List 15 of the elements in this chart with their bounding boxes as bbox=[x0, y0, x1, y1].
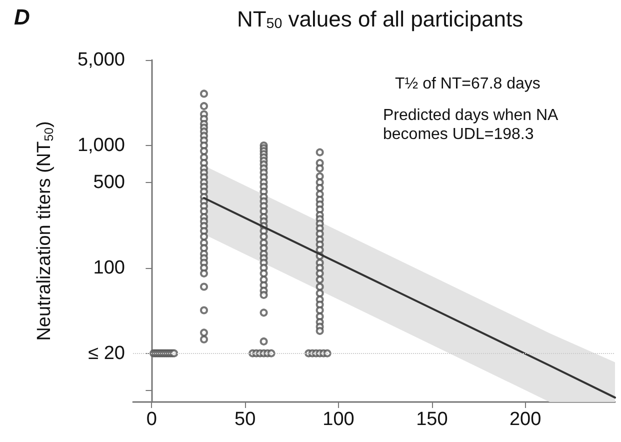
y-tick-label: 100 bbox=[93, 257, 125, 278]
y-tick-label: 1,000 bbox=[77, 135, 125, 156]
x-tick-label: 50 bbox=[234, 409, 256, 430]
x-tick-label: 200 bbox=[509, 409, 542, 430]
text: D bbox=[14, 4, 30, 30]
chart-title: NT50 values of all participants bbox=[236, 6, 524, 32]
y-tick-label: ≤ 20 bbox=[88, 342, 125, 364]
y-tick-label: 5,000 bbox=[77, 50, 125, 70]
y-tick-label: 500 bbox=[93, 172, 125, 193]
annotation: Predicted days when NA becomes UDL=198.3 bbox=[383, 107, 562, 143]
x-tick-label: 150 bbox=[416, 409, 448, 430]
annotation: T½ of NT=67.8 days bbox=[395, 76, 540, 92]
y-axis-title: Neutralization titers (NT50) bbox=[34, 121, 56, 341]
x-tick-label: 100 bbox=[322, 409, 354, 430]
x-tick-label: 0 bbox=[146, 409, 157, 430]
